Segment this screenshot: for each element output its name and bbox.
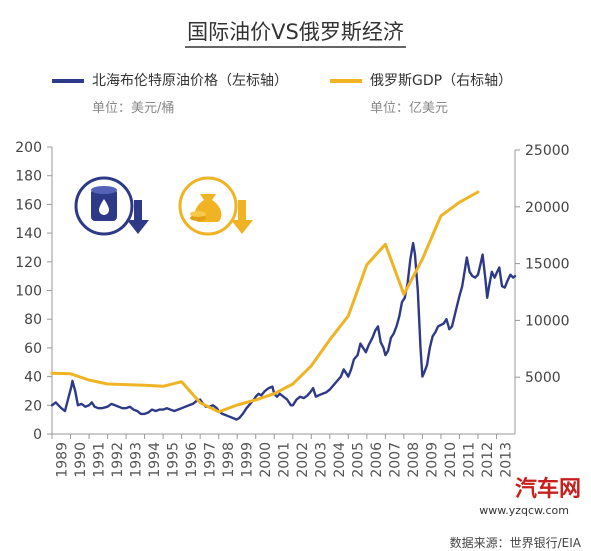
x-tick-label: 2008 <box>406 442 422 478</box>
left-tick-label: 100 <box>15 284 42 300</box>
left-tick-label: 60 <box>24 341 42 357</box>
x-tick-label: 1994 <box>147 442 163 478</box>
left-tick-label: 180 <box>15 169 42 185</box>
right-tick-label: 10000 <box>525 313 570 329</box>
series-line-gdp <box>50 190 480 414</box>
legend-oil-swatch <box>52 79 84 83</box>
x-tick-label: 2010 <box>443 442 459 478</box>
x-tick-label: 2013 <box>499 442 515 478</box>
x-tick-label: 1993 <box>128 442 144 478</box>
legend-gdp-unit: 单位：亿美元 <box>370 101 449 116</box>
x-tick-label: 2004 <box>332 442 348 478</box>
left-tick-label: 20 <box>24 398 42 414</box>
axes: 0 20 40 60 80 100 120 140 160 180 200 5000 10000 1500… <box>15 140 569 478</box>
legend-oil: 北海布伦特原油价格（左标轴） <box>52 70 288 90</box>
legend-oil-unit: 单位：美元/桶 <box>92 101 175 116</box>
watermark-logo: 汽车网 <box>514 476 581 502</box>
legend-oil-label: 北海布伦特原油价格（左标轴） <box>92 73 288 89</box>
x-tick-label: 1998 <box>221 442 237 478</box>
x-tick-label: 2001 <box>277 442 293 478</box>
legend-gdp: 俄罗斯GDP（右标轴） <box>330 70 512 90</box>
x-tick-label: 1990 <box>73 442 89 478</box>
x-tick-label: 2012 <box>480 442 496 478</box>
series-line-oil <box>50 241 517 421</box>
chart-title: 国际油价VS俄罗斯经济 <box>0 16 591 48</box>
x-tick-label: 1999 <box>239 442 255 478</box>
left-tick-label: 120 <box>15 255 42 271</box>
x-tick-label: 2006 <box>369 442 385 478</box>
x-tick-label: 1995 <box>165 442 181 478</box>
x-tick-label: 1991 <box>91 442 107 478</box>
x-tick-label: 1997 <box>202 442 218 478</box>
x-tick-label: 2007 <box>388 442 404 478</box>
left-tick-label: 160 <box>15 197 42 213</box>
right-tick-label: 15000 <box>525 257 570 273</box>
left-tick-label: 200 <box>15 140 42 156</box>
right-tick-label: 5000 <box>525 370 561 386</box>
source-note: 数据来源：世界银行/EIA <box>449 536 581 550</box>
left-tick-label: 80 <box>24 312 42 328</box>
legend-gdp-label: 俄罗斯GDP（右标轴） <box>370 73 513 89</box>
legend-gdp-swatch <box>330 79 362 83</box>
money-bag-down-icon <box>178 176 253 236</box>
left-tick-label: 140 <box>15 226 42 242</box>
x-tick-label: 2005 <box>351 442 367 478</box>
x-tick-label: 2000 <box>258 442 274 478</box>
watermark-url: www.yzqcw.com <box>479 504 569 517</box>
left-tick-label: 40 <box>24 370 42 386</box>
right-tick-label: 25000 <box>525 143 570 159</box>
x-tick-label: 1989 <box>54 442 70 478</box>
x-tick-label: 1996 <box>184 442 200 478</box>
x-tick-label: 1992 <box>110 442 126 478</box>
oil-barrel-down-icon <box>74 176 149 236</box>
x-tick-label: 2002 <box>295 442 311 478</box>
right-tick-label: 20000 <box>525 200 570 216</box>
x-tick-label: 2009 <box>425 442 441 478</box>
chart-area: 0 20 40 60 80 100 120 140 160 180 200 5000 10000 1500… <box>15 140 569 478</box>
x-tick-label: 2003 <box>314 442 330 478</box>
x-tick-label: 2011 <box>462 442 478 478</box>
series-lines <box>50 190 517 421</box>
left-tick-label: 0 <box>33 427 42 443</box>
